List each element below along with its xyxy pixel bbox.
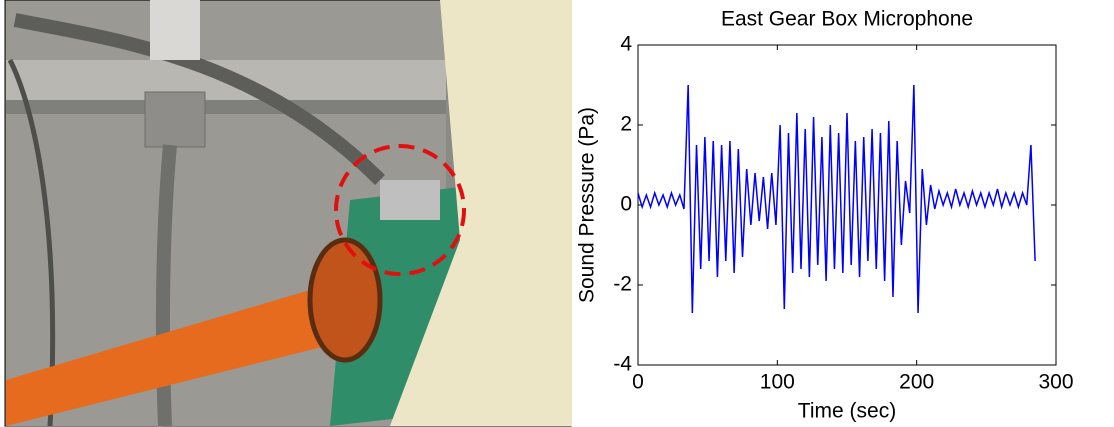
y-tick-label: 0 <box>620 193 632 216</box>
y-tick-label: 2 <box>620 113 632 136</box>
photo <box>4 0 572 427</box>
y-axis-label: Sound Pressure (Pa) <box>576 107 599 303</box>
chart-title: East Gear Box Microphone <box>721 8 973 31</box>
x-axis-label: Time (sec) <box>798 400 896 423</box>
signal-line <box>637 84 1036 314</box>
y-tick-label: 4 <box>620 33 632 56</box>
x-tick-label: 300 <box>1038 371 1073 394</box>
x-tick-label: 100 <box>760 371 795 394</box>
x-tick-label: 0 <box>632 371 644 394</box>
y-tick-label: -4 <box>613 353 632 376</box>
y-tick-label: -2 <box>613 273 632 296</box>
x-tick-label: 200 <box>899 371 934 394</box>
